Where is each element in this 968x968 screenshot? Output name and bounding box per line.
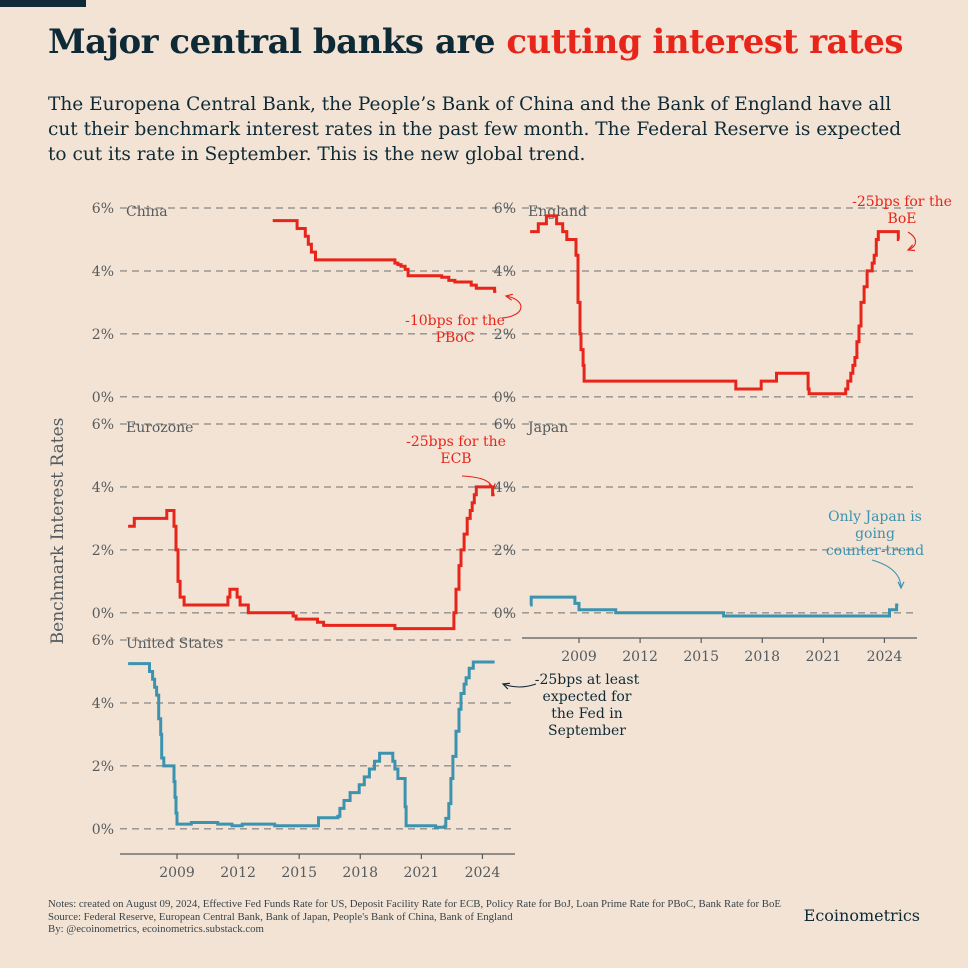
annotation-line: September [548,723,626,739]
annotation-line: counter-trend [826,543,924,559]
annotation-japan: Only Japan is going counter-trend [826,509,924,559]
y-tick-label-japan: 4% [494,480,516,496]
notes-line: Notes: created on August 09, 2024, Effec… [48,898,781,910]
x-tick-label-japan: 2021 [806,649,842,665]
x-tick-label-japan: 2009 [561,649,597,665]
annotation-line: -25bps for the [852,194,952,210]
y-tick-label-england: 6% [494,201,516,217]
panel-title-china: China [126,204,168,220]
panel-title-japan: Japan [526,420,568,436]
footer-notes: Notes: created on August 09, 2024, Effec… [48,898,781,936]
panel-eurozone: 0% 2% 4% 6% Eurozone -25bps for the ECB [92,417,515,631]
annotation-england: -25bps for the BoE [852,194,952,227]
y-tick-label-united-states: 6% [92,633,114,649]
page-title: Major central banks are cutting interest… [48,22,904,62]
source-line: Source: Federal Reserve, European Centra… [48,910,513,923]
y-tick-label-united-states: 0% [92,822,114,838]
y-tick-label-united-states: 4% [92,696,114,712]
annotation-line: Only Japan is [828,509,922,525]
annotation-line: -25bps at least [535,672,640,688]
annotation-arrowhead-united-states [501,682,511,690]
y-tick-label-japan: 2% [494,543,516,559]
annotation-arrow-england [907,231,917,251]
x-tick-label-united-states: 2012 [220,865,256,881]
x-tick-label-united-states: 2009 [159,865,195,881]
annotation-arrowhead-eurozone [488,483,496,492]
annotation-arrow-united-states [502,683,537,688]
y-tick-label-china: 0% [92,390,114,406]
series-line-china [272,219,497,293]
y-tick-label-united-states: 2% [92,759,114,775]
annotation-arrow-eurozone [461,475,494,491]
annotation-line: BoE [888,211,917,227]
annotation-china: -10bps for the PBoC [405,313,505,346]
y-tick-label-japan: 0% [494,606,516,622]
y-tick-label-china: 6% [92,201,114,217]
title-highlight: cutting interest rates [506,22,904,62]
y-axis-label: Benchmark Interest Rates [48,418,68,645]
panel-china: 0% 2% 4% 6% China -10bps for the PBoC [92,201,522,406]
x-tick-label-japan: 2012 [622,649,658,665]
x-tick-label-united-states: 2021 [404,865,440,881]
byline: By: @ecoinometrics, ecoinometrics.substa… [48,923,264,935]
panel-england: 0% 2% 4% 6% England -25bps for the BoE [494,194,952,406]
y-tick-label-china: 2% [92,327,114,343]
y-tick-label-japan: 6% [494,417,516,433]
panel-united-states: 0% 2% 4% 6% United States 2009 2012 2015 2018 202… [92,633,640,881]
annotation-eurozone: -25bps for the ECB [406,434,506,467]
top-accent-bar [0,0,86,7]
x-tick-label-united-states: 2018 [342,865,378,881]
series-line-england [530,214,900,396]
x-tick-label-japan: 2018 [744,649,780,665]
annotation-line: ECB [440,451,471,467]
annotation-line: going [855,526,895,542]
y-tick-label-england: 0% [494,390,516,406]
x-tick-label-japan: 2024 [867,649,903,665]
y-tick-label-eurozone: 2% [92,543,114,559]
y-tick-label-eurozone: 0% [92,606,114,622]
y-tick-label-eurozone: 4% [92,480,114,496]
x-tick-label-united-states: 2015 [281,865,317,881]
y-tick-label-eurozone: 6% [92,417,114,433]
brand-wordmark: Ecoinometrics [803,906,920,925]
annotation-line: -10bps for the [405,313,505,329]
series-line-eurozone [128,485,495,631]
series-line-japan [529,595,899,618]
annotation-line: -25bps for the [406,434,506,450]
y-tick-label-china: 4% [92,264,114,280]
x-tick-label-united-states: 2024 [465,865,501,881]
annotation-arrowhead-england [906,244,916,252]
x-tick-label-japan: 2015 [683,649,719,665]
annotation-arrow-china [501,295,522,319]
annotation-line: expected for [543,689,632,705]
annotation-united-states: -25bps at least expected for the Fed in Sep… [535,672,640,739]
y-tick-label-england: 2% [494,327,516,343]
panel-japan: 0% 2% 4% 6% Japan 2009 2012 2015 2018 2021 2024 Onl… [494,417,924,665]
annotation-arrow-japan [871,559,902,589]
title-lead: Major central banks are [48,22,507,62]
subtitle: The Europena Central Bank, the People’s … [48,94,902,165]
annotation-line: PBoC [436,330,475,346]
annotation-arrowhead-china [504,293,513,301]
series-line-united-states [128,660,495,829]
panel-title-england: England [528,204,587,220]
annotation-line: the Fed in [551,706,623,722]
annotation-arrowhead-japan [897,581,905,590]
y-tick-label-england: 4% [494,264,516,280]
panel-title-eurozone: Eurozone [126,420,193,436]
panel-title-united-states: United States [126,636,223,652]
